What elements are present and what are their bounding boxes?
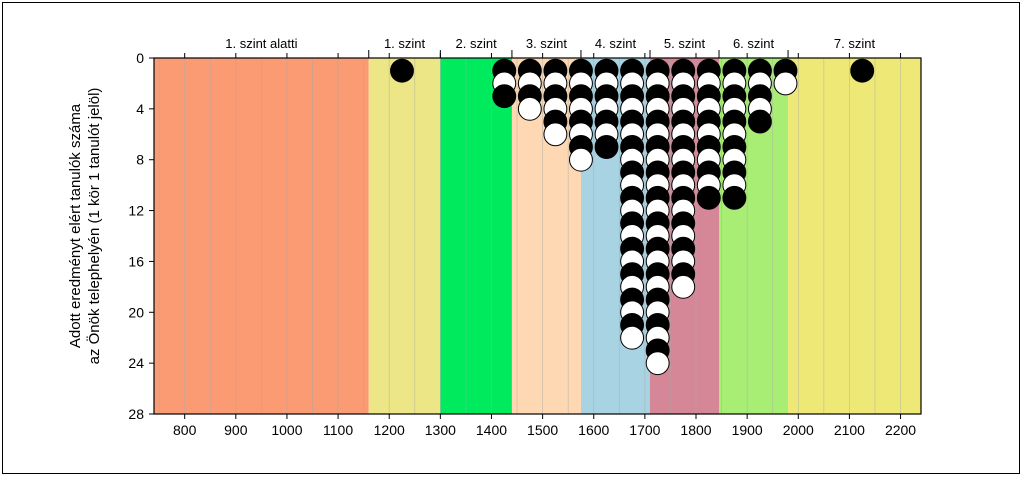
- student-marker: [620, 325, 645, 350]
- level-labels: 1. szint alatti 1. szint 2. szint 3. szint 4…: [225, 36, 875, 51]
- level-band: [368, 58, 441, 414]
- x-tick-label: 2200: [885, 422, 916, 438]
- x-tick-label: 1500: [527, 422, 558, 438]
- y-tick-label: 16: [128, 253, 144, 269]
- student-markers: [390, 58, 875, 376]
- student-marker: [517, 96, 542, 121]
- student-marker: [773, 71, 798, 96]
- x-tick-labels: 800 900 1000 1100 1200 1300 1400 1500 1600 1700 18…: [173, 422, 916, 438]
- y-tick-labels: 0 4 8 12 16 20 24 28: [128, 50, 144, 422]
- student-marker: [850, 58, 875, 83]
- plot-border: [153, 57, 922, 415]
- level-label: 2. szint: [456, 36, 498, 51]
- x-tick-label: 1100: [323, 422, 353, 438]
- gridlines: [158, 58, 901, 414]
- level-label: 7. szint: [834, 36, 876, 51]
- y-tick-label: 12: [128, 203, 144, 219]
- x-tick-label: 1600: [578, 422, 609, 438]
- x-tick-label: 1000: [271, 422, 302, 438]
- x-tick-label: 1800: [680, 422, 711, 438]
- student-marker: [569, 147, 593, 172]
- student-marker: [645, 351, 670, 376]
- x-tick-label: 2000: [783, 422, 814, 438]
- axes: [149, 50, 922, 419]
- level-band: [440, 58, 512, 414]
- y-tick-label: 8: [136, 152, 144, 168]
- x-tick-label: 1700: [629, 422, 660, 438]
- student-marker: [696, 185, 721, 210]
- y-axis-title-line2: az Önök telephelyén (1 kör 1 tanulót jel…: [85, 88, 103, 365]
- y-tick-label: 0: [136, 50, 144, 66]
- y-tick-label: 20: [128, 304, 144, 320]
- level-label: 3. szint: [526, 36, 568, 51]
- x-tick-label: 2100: [834, 422, 865, 438]
- level-label: 4. szint: [595, 36, 637, 51]
- x-tick-label: 800: [173, 422, 197, 438]
- y-tick-label: 28: [128, 406, 144, 422]
- y-tick-label: 4: [136, 101, 144, 117]
- student-marker: [671, 274, 696, 299]
- x-tick-label: 1200: [374, 422, 405, 438]
- student-marker: [747, 109, 772, 134]
- y-tick-label: 24: [128, 355, 144, 371]
- level-label: 6. szint: [733, 36, 775, 51]
- x-tick-label: 1300: [425, 422, 456, 438]
- x-tick-label: 1900: [732, 422, 763, 438]
- student-marker: [594, 135, 619, 159]
- student-marker: [722, 185, 747, 210]
- level-label: 5. szint: [664, 36, 706, 51]
- y-axis-title-line1: Adott eredményt elért tanulók száma: [67, 103, 84, 348]
- level-label: 1. szint: [384, 36, 426, 51]
- x-tick-label: 1400: [476, 422, 507, 438]
- student-marker: [543, 122, 568, 147]
- student-marker: [390, 58, 414, 83]
- x-tick-label: 900: [224, 422, 248, 438]
- level-band: [788, 58, 921, 414]
- student-marker: [492, 84, 517, 109]
- level-label: 1. szint alatti: [225, 36, 297, 51]
